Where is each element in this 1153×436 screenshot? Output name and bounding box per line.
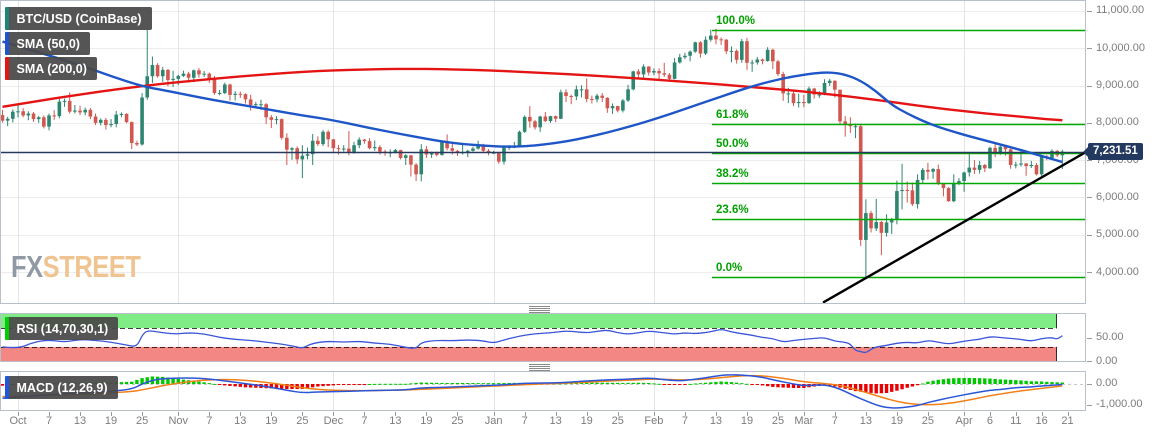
time-axis-label: 16 bbox=[1035, 415, 1048, 427]
time-axis-label: 13 bbox=[859, 415, 872, 427]
time-axis-label: Mar bbox=[794, 415, 814, 427]
time-axis-label: 7 bbox=[831, 415, 838, 427]
price-axis-label: 4,000.00 bbox=[1096, 265, 1139, 278]
rsi-label: RSI (14,70,30,1) bbox=[16, 321, 109, 336]
price-axis-label: 6,000.00 bbox=[1096, 190, 1139, 203]
time-axis-label: Dec bbox=[323, 415, 344, 427]
fxstreet-watermark-logo: FXSTREET bbox=[11, 249, 141, 285]
sma50-color-bar-icon bbox=[5, 32, 9, 55]
symbol-color-bar-icon bbox=[5, 7, 9, 30]
time-axis-label: 13 bbox=[549, 415, 562, 427]
time-axis-label: Nov bbox=[168, 415, 189, 427]
time-axis-label: 7 bbox=[206, 415, 213, 427]
sma200-legend-chip[interactable]: SMA (200,0) bbox=[5, 57, 97, 80]
time-axis-label: 19 bbox=[265, 415, 278, 427]
time-axis-label: 11 bbox=[1010, 415, 1022, 427]
rsi-legend-chip[interactable]: RSI (14,70,30,1) bbox=[5, 317, 119, 340]
time-axis-label: 19 bbox=[580, 415, 593, 427]
fib-level-label: 61.8% bbox=[716, 109, 749, 122]
time-axis-label: 25 bbox=[296, 415, 309, 427]
rsi-axis-label: 50.00 bbox=[1096, 331, 1124, 343]
time-axis-label: 19 bbox=[740, 415, 754, 427]
price-axis-label: 5,000.00 bbox=[1096, 228, 1139, 241]
fib-level-label: 100.0% bbox=[716, 14, 756, 27]
rsi-panel-resize-handle-icon[interactable] bbox=[529, 306, 550, 313]
time-axis-label: 13 bbox=[73, 415, 87, 427]
fib-level-label: 38.2% bbox=[716, 167, 749, 180]
fib-level-label: 23.6% bbox=[716, 203, 749, 216]
fib-level-label: 50.0% bbox=[716, 138, 749, 151]
time-axis-label: 19 bbox=[890, 415, 904, 427]
symbol-legend-chip[interactable]: BTC/USD (CoinBase) bbox=[5, 7, 152, 30]
time-axis-label: 7 bbox=[45, 415, 53, 427]
time-axis-label: Oct bbox=[9, 415, 27, 427]
time-axis-label: 21 bbox=[1061, 415, 1074, 427]
macd-color-bar-icon bbox=[5, 376, 9, 399]
fib-level-label: 0.0% bbox=[716, 262, 743, 275]
sma200-color-bar-icon bbox=[5, 57, 9, 80]
macd-legend-chip[interactable]: MACD (12,26,9) bbox=[5, 376, 118, 399]
rsi-color-bar-icon bbox=[5, 317, 9, 340]
price-axis-label: 10,000.00 bbox=[1096, 41, 1145, 54]
time-axis-label: 7 bbox=[361, 415, 368, 427]
time-axis-label: 7 bbox=[521, 415, 528, 427]
time-axis-label: 25 bbox=[771, 415, 785, 427]
time-axis-label: 25 bbox=[451, 415, 464, 427]
time-axis-label: Feb bbox=[644, 415, 664, 427]
rsi-axis-label: 0.00 bbox=[1096, 354, 1118, 367]
time-axis-label: Jan bbox=[484, 415, 503, 427]
symbol-label: BTC/USD (CoinBase) bbox=[16, 11, 142, 26]
time-axis-label: 7 bbox=[681, 415, 688, 427]
price-axis-label: 11,000.00 bbox=[1096, 4, 1145, 17]
sma50-label: SMA (50,0) bbox=[16, 36, 80, 51]
time-axis-label: 13 bbox=[234, 415, 247, 427]
time-axis-label: 25 bbox=[611, 415, 624, 427]
price-axis-label: 9,000.00 bbox=[1096, 79, 1139, 92]
time-axis-label: 13 bbox=[709, 415, 723, 427]
time-axis-label: 13 bbox=[389, 415, 402, 427]
watermark-fx-text: FX bbox=[11, 249, 43, 284]
time-axis-label: 19 bbox=[104, 415, 118, 427]
last-price-badge: 7,231.51 bbox=[1083, 143, 1143, 160]
time-axis-label: 6 bbox=[986, 415, 994, 427]
watermark-street-text: STREET bbox=[42, 249, 141, 284]
macd-axis-label: -1,000.00 bbox=[1096, 398, 1143, 411]
price-axis-label: 8,000.00 bbox=[1096, 116, 1139, 129]
macd-label: MACD (12,26,9) bbox=[16, 380, 108, 395]
macd-panel-resize-handle-icon[interactable] bbox=[529, 364, 550, 371]
time-axis-label: Apr bbox=[955, 415, 973, 427]
sma50-legend-chip[interactable]: SMA (50,0) bbox=[5, 32, 90, 55]
macd-axis-label: 0.00 bbox=[1096, 377, 1118, 390]
time-axis-label: 19 bbox=[420, 415, 433, 427]
sma200-label: SMA (200,0) bbox=[16, 61, 87, 76]
time-axis-label: 25 bbox=[921, 415, 935, 427]
time-axis-label: 25 bbox=[135, 415, 149, 427]
